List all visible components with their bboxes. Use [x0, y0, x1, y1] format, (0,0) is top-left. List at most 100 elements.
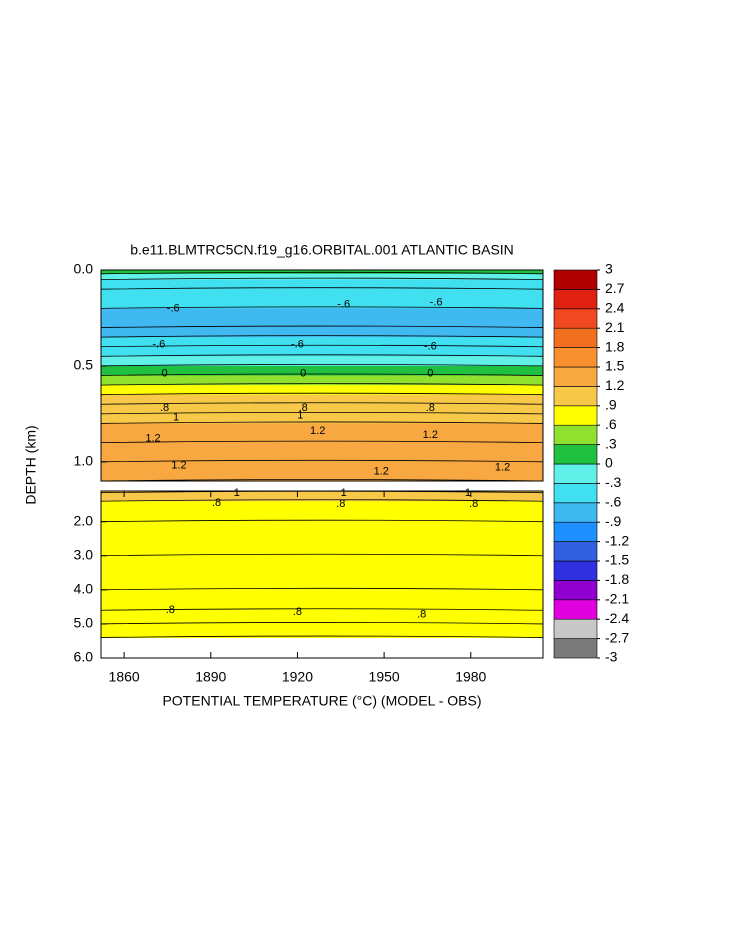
colorbar-label: -1.2: [605, 532, 629, 548]
y-tick-label: 5.0: [74, 615, 94, 631]
contour-line: [100, 344, 544, 348]
field-band: [101, 375, 543, 386]
contour-label: -.6: [424, 341, 437, 353]
contour-line: [100, 421, 544, 424]
x-tick-label: 1890: [195, 669, 226, 685]
contour-label: 1: [297, 410, 303, 422]
contour-line: [100, 383, 544, 386]
colorbar-label: 0: [605, 455, 613, 471]
colorbar-box: [553, 541, 598, 562]
field-band: [101, 346, 543, 357]
field-band: [101, 385, 543, 396]
contour-line: [100, 325, 544, 328]
colorbar-box: [553, 289, 598, 310]
colorbar-label: 2.4: [605, 300, 625, 316]
colorbar-box: [553, 386, 598, 407]
contour-label: 1.2: [145, 433, 160, 445]
contour-line: [100, 411, 544, 415]
field-band: [101, 555, 543, 591]
contour-label: -.6: [337, 298, 350, 310]
contour-label: .8: [160, 402, 169, 414]
contour-label: 0: [427, 367, 433, 379]
contour-label: -.6: [167, 302, 180, 314]
colorbar-box: [553, 560, 598, 581]
field-band: [101, 404, 543, 415]
contour-line: [100, 519, 544, 523]
contour-line: [100, 277, 544, 280]
colorbar-box: [553, 366, 598, 387]
colorbar-label: -1.8: [605, 571, 629, 587]
x-tick-label: 1980: [455, 669, 486, 685]
colorbar-label: -2.7: [605, 629, 629, 645]
field-band: [101, 461, 543, 482]
field-band: [101, 327, 543, 338]
field-band: [101, 337, 543, 348]
contour-label: .8: [166, 604, 175, 616]
contour-line: [100, 335, 544, 338]
x-tick-label: 1950: [369, 669, 400, 685]
chart-title: b.e11.BLMTRC5CN.f19_g16.ORBITAL.001 ATLA…: [130, 242, 514, 258]
colorbar-label: .3: [605, 435, 617, 451]
contour-label: .8: [299, 402, 308, 414]
field-band: [101, 365, 543, 376]
colorbar-label: .9: [605, 397, 617, 413]
contour-line: [100, 354, 544, 357]
contour-line: [100, 402, 544, 405]
colorbar-box: [553, 269, 598, 290]
field-band: [101, 308, 543, 329]
contour-line: [100, 479, 544, 482]
contour-label: 1: [234, 487, 240, 499]
colorbar-label: -.3: [605, 474, 622, 490]
colorbar-box: [553, 347, 598, 368]
field-band: [101, 521, 543, 557]
field-band: [101, 273, 543, 281]
y-axis-label: DEPTH (km): [23, 425, 39, 504]
contour-label: .8: [293, 606, 302, 618]
field-band: [101, 491, 543, 494]
field-band: [101, 356, 543, 367]
colorbar-label: -.6: [605, 494, 622, 510]
contour-line: [100, 306, 544, 309]
contour-label: -.6: [291, 339, 304, 351]
contour-label: .8: [426, 402, 435, 414]
contour-label: .8: [212, 497, 221, 509]
field-band: [101, 623, 543, 639]
field-band: [101, 589, 543, 611]
contour-label: 1.2: [495, 461, 510, 473]
colorbar-box: [553, 327, 598, 348]
contour-line: [100, 553, 544, 557]
contour-line: [100, 587, 544, 591]
y-tick-label: 2.0: [74, 512, 94, 528]
contour-label: 1: [173, 412, 179, 424]
contour-label: 1: [465, 487, 471, 499]
colorbar-box: [553, 424, 598, 445]
colorbar-box: [553, 599, 598, 620]
colorbar-label: 1.5: [605, 358, 625, 374]
field-band: [101, 610, 543, 625]
colorbar-label: -2.4: [605, 610, 629, 626]
colorbar-box: [553, 580, 598, 601]
y-tick-label: 0.5: [74, 357, 94, 373]
colorbar-label: 2.1: [605, 319, 625, 335]
x-tick-label: 1920: [282, 669, 313, 685]
contour-line: [100, 392, 544, 396]
colorbar-label: 3: [605, 261, 613, 277]
field-band: [101, 442, 543, 463]
contour-label: 1: [341, 487, 347, 499]
colorbar-label: -2.1: [605, 591, 629, 607]
contour-line: [100, 373, 544, 376]
contour-line: [100, 622, 544, 625]
contour-line: [100, 440, 544, 444]
contour-line: [100, 287, 544, 290]
contour-label: 0: [161, 367, 167, 379]
contour-label: 1.2: [423, 429, 438, 441]
contour-label: 1.2: [374, 465, 389, 477]
colorbar-box: [553, 483, 598, 504]
colorbar-label: 2.7: [605, 280, 625, 296]
colorbar-box: [553, 618, 598, 639]
contour-line: [100, 635, 544, 638]
field-band: [101, 492, 543, 502]
x-axis-label: POTENTIAL TEMPERATURE (°C) (MODEL - OBS): [162, 693, 481, 709]
contour-label: .8: [336, 498, 345, 510]
